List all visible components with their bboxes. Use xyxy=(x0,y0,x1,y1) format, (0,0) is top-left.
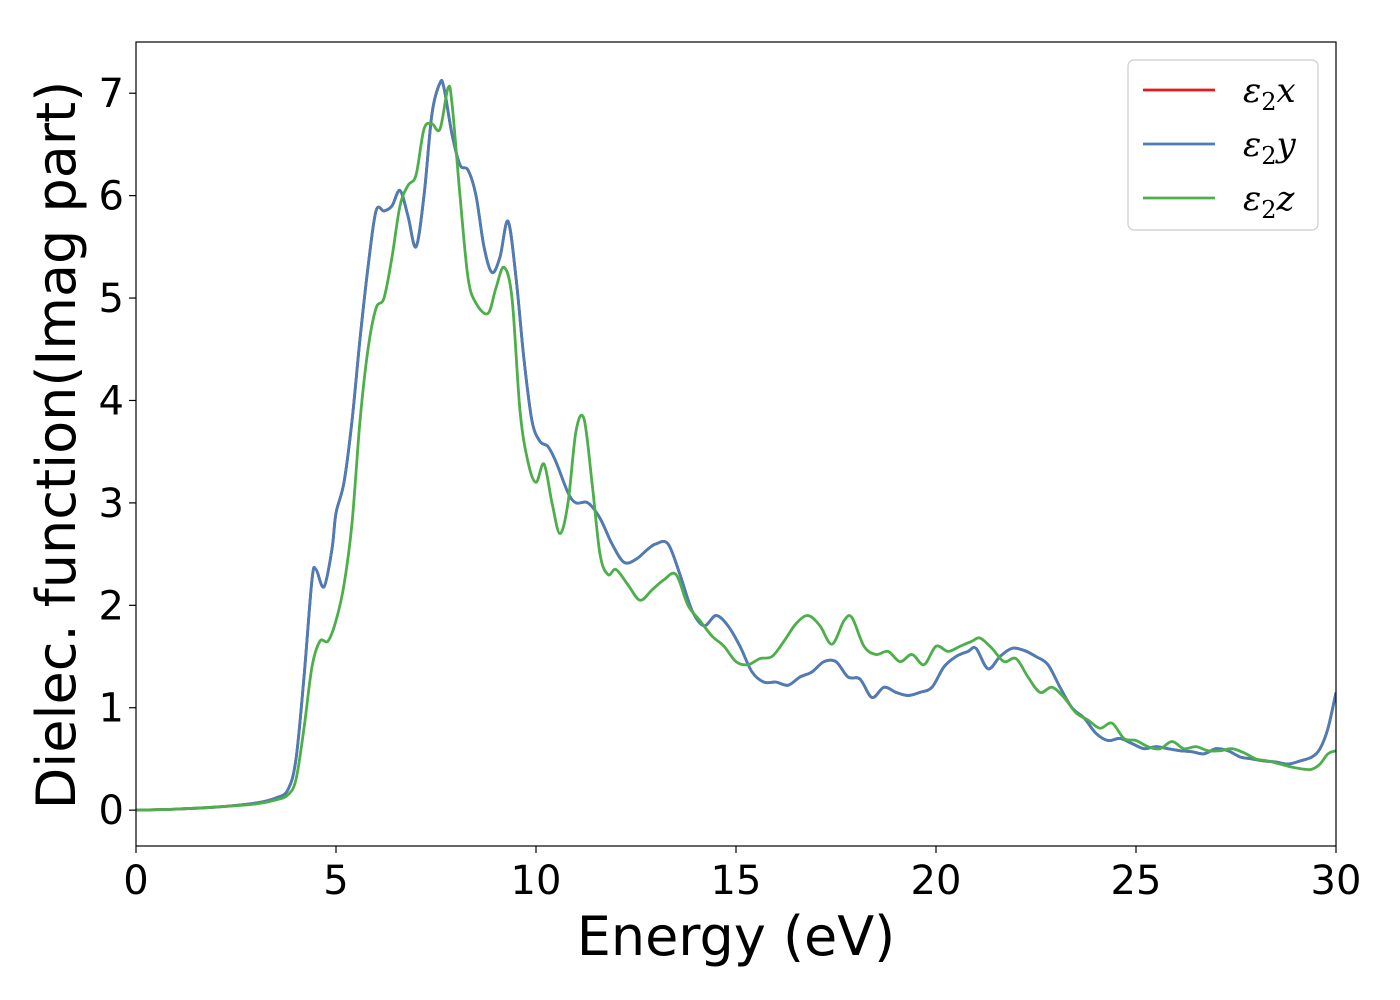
y-axis-title: Dielec. function(Imag part) xyxy=(25,81,88,810)
y-tick-label: 5 xyxy=(99,276,124,322)
series-line-ε2z xyxy=(136,84,1336,812)
x-ticks: 0 5 10 15 20 25 30 xyxy=(123,846,1361,904)
x-tick-label: 30 xyxy=(1311,858,1362,904)
series-layer xyxy=(136,79,1336,812)
legend-label: ε2x xyxy=(1243,71,1296,116)
legend: ε2x ε2y ε2z xyxy=(1127,59,1319,231)
y-ticks: 0 1 2 3 4 5 6 7 xyxy=(99,71,136,834)
x-tick-label: 0 xyxy=(123,858,148,904)
x-tick-label: 25 xyxy=(1111,858,1162,904)
x-tick-label: 5 xyxy=(323,858,348,904)
x-axis-title: Energy (eV) xyxy=(577,905,896,968)
y-tick-label: 2 xyxy=(99,583,124,629)
y-tick-label: 7 xyxy=(99,71,124,117)
legend-box xyxy=(1127,59,1319,231)
legend-label: ε2z xyxy=(1243,179,1296,224)
x-tick-label: 20 xyxy=(911,858,962,904)
y-tick-label: 6 xyxy=(99,174,124,220)
legend-label: ε2y xyxy=(1243,125,1297,170)
y-tick-label: 3 xyxy=(99,481,124,527)
y-tick-label: 0 xyxy=(99,788,124,834)
x-tick-label: 10 xyxy=(511,858,562,904)
y-tick-label: 4 xyxy=(99,378,124,424)
x-tick-label: 15 xyxy=(711,858,762,904)
y-tick-label: 1 xyxy=(99,686,124,732)
